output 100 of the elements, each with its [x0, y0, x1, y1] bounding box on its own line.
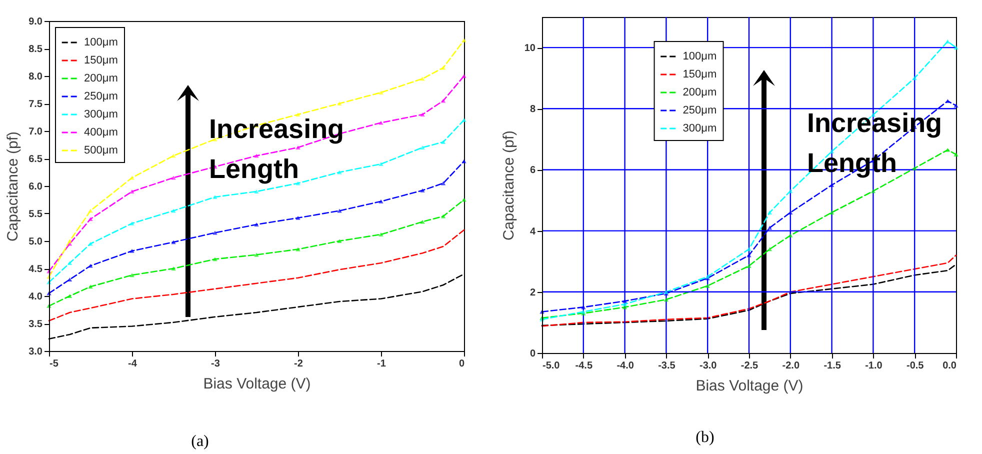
- legend-label: 100μm: [682, 50, 717, 62]
- point: [945, 148, 950, 152]
- y-tick-label: 5.0: [28, 236, 43, 248]
- y-tick-label: 8.0: [28, 72, 43, 82]
- y-tick-label: 9.0: [28, 16, 43, 28]
- point: [420, 220, 425, 224]
- legend-label: 300μm: [84, 108, 118, 120]
- y-tick-label: 4: [530, 226, 536, 238]
- y-tick-label: 3.0: [28, 346, 43, 358]
- point: [254, 189, 259, 194]
- y-tick-label: 7.0: [28, 126, 43, 138]
- point: [622, 302, 628, 306]
- point: [88, 216, 93, 222]
- point: [954, 46, 958, 50]
- y-tick-label: 2: [530, 287, 536, 298]
- legend-label: 250μm: [682, 104, 717, 116]
- point: [171, 176, 176, 180]
- y-tick-label: 5.5: [28, 209, 43, 220]
- point: [130, 221, 134, 226]
- y-tick-label: 6.0: [28, 182, 43, 192]
- y-tick-label: 7.5: [28, 99, 43, 110]
- point: [829, 210, 834, 215]
- point: [954, 152, 958, 156]
- y-tick-label: 4.0: [28, 292, 43, 302]
- x-tick-label: 0.0: [942, 360, 957, 372]
- point: [767, 226, 772, 230]
- x-tick-label: -3: [211, 358, 220, 370]
- point: [130, 273, 134, 278]
- y-axis-title: Capacitance (pf): [500, 130, 518, 241]
- point: [337, 101, 342, 106]
- point: [296, 216, 300, 220]
- point: [88, 208, 93, 213]
- point: [440, 181, 446, 186]
- point: [130, 176, 134, 180]
- point: [462, 118, 466, 122]
- point: [746, 264, 752, 268]
- y-tick-label: 6: [530, 165, 536, 176]
- x-tick-label: -4: [128, 358, 138, 370]
- x-tick-label: -3.0: [699, 360, 718, 372]
- point: [337, 170, 342, 174]
- x-tick-label: -2: [294, 358, 304, 370]
- x-tick-label: -1: [377, 358, 386, 370]
- point: [420, 188, 425, 192]
- legend-label: 250μm: [84, 90, 118, 102]
- legend-label: 300μm: [682, 122, 717, 134]
- text: (a): [191, 433, 209, 450]
- legend-label: 200μm: [682, 86, 717, 98]
- legend-label: 150μm: [84, 54, 118, 66]
- x-tick-label: -1.0: [865, 360, 883, 372]
- point: [67, 294, 72, 298]
- point: [954, 104, 958, 108]
- text: (b): [696, 429, 714, 446]
- point: [296, 145, 300, 150]
- point: [67, 260, 72, 266]
- point: [705, 284, 710, 288]
- point: [88, 242, 93, 246]
- point: [171, 154, 176, 158]
- point: [420, 112, 425, 117]
- x-tick-label: -5: [50, 358, 59, 370]
- point: [440, 98, 446, 103]
- point: [462, 198, 466, 202]
- point: [254, 154, 259, 158]
- point: [171, 266, 176, 271]
- x-tick-label: -2.0: [782, 360, 800, 372]
- x-tick-label: -1.5: [824, 360, 842, 372]
- point: [212, 194, 218, 200]
- point: [67, 242, 72, 246]
- point: [378, 199, 384, 204]
- point: [462, 159, 466, 164]
- point: [767, 210, 772, 215]
- point: [622, 299, 628, 304]
- point: [378, 120, 384, 125]
- x-tick-label: -4.5: [575, 360, 593, 372]
- point: [378, 162, 384, 166]
- point: [945, 98, 950, 104]
- point: [67, 238, 72, 244]
- y-tick-label: 8.5: [28, 44, 43, 55]
- point: [788, 233, 793, 238]
- y-tick-label: 3.5: [28, 319, 43, 330]
- x-tick-label: -0.5: [906, 360, 924, 372]
- y-axis-title: Capacitance (pf): [4, 131, 22, 242]
- point: [378, 90, 384, 95]
- point: [462, 74, 466, 78]
- point: [870, 189, 876, 194]
- point: [337, 208, 342, 213]
- point: [420, 145, 425, 150]
- y-tick-label: 4.5: [28, 264, 43, 275]
- point: [378, 232, 384, 236]
- point: [254, 252, 259, 257]
- legend-label: 500μm: [84, 144, 118, 156]
- x-tick-label: -5.0: [542, 360, 560, 372]
- legend-label: 150μm: [682, 68, 717, 80]
- point: [130, 189, 134, 194]
- x-tick-label: 0: [458, 358, 465, 370]
- point: [212, 230, 218, 235]
- point: [130, 248, 134, 253]
- y-tick-label: 0: [530, 348, 536, 360]
- point: [171, 208, 176, 213]
- x-tick-label: -3.5: [658, 360, 676, 372]
- point: [296, 247, 300, 252]
